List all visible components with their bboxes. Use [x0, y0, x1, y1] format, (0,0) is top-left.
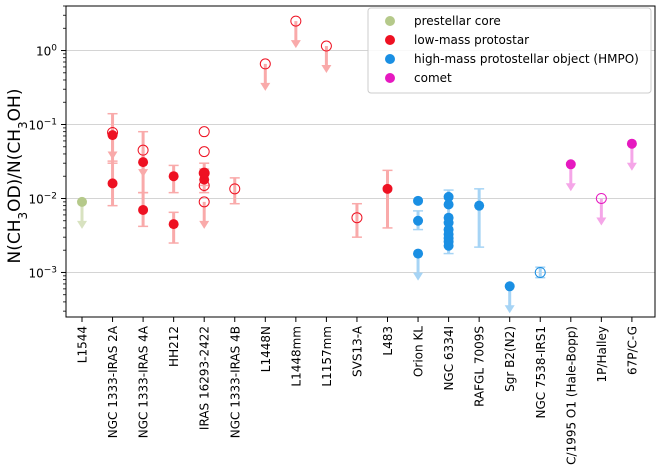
data-point	[77, 196, 87, 207]
x-tick-label: NGC 1333-IRAS 2A	[106, 325, 120, 438]
data-point	[443, 199, 454, 210]
data-point	[382, 183, 393, 194]
legend-label-hmpo: high-mass protostellar object (HMPO)	[414, 52, 639, 66]
data-point-open	[259, 58, 271, 70]
x-tick-label: NGC 6334I	[442, 326, 456, 391]
data-point	[107, 130, 118, 141]
upper-limit-head	[596, 217, 607, 226]
x-tick-label: Sgr B2(N2)	[503, 326, 517, 392]
upper-limit-head	[321, 65, 332, 74]
upper-limit-head	[107, 151, 118, 160]
data-point	[443, 240, 454, 251]
data-point-open	[534, 266, 546, 278]
upper-limit-head	[504, 305, 515, 314]
legend-box	[367, 7, 652, 94]
upper-limit-head	[626, 162, 637, 171]
data-point-open	[351, 212, 363, 224]
x-tick-label: C/1995 O1 (Hale-Bopp)	[564, 326, 578, 465]
x-tick-label: 1P/Halley	[595, 326, 609, 382]
data-point	[138, 157, 149, 168]
data-point	[413, 215, 424, 226]
x-ticks: L1544 NGC 1333-IRAS 2A NGC 1333-IRAS 4A HH2…	[76, 317, 639, 465]
x-tick-label: NGC 1333-IRAS 4A	[137, 325, 151, 438]
y-tick-label: 10−2	[28, 191, 57, 206]
data-point	[565, 159, 576, 170]
data-point	[413, 195, 424, 206]
upper-limit-head	[199, 220, 210, 229]
legend-label-prestellar: prestellar core	[414, 14, 501, 28]
y-ticks: 10−3 10−2 10−1 100	[28, 5, 66, 312]
data-point-open	[198, 146, 210, 158]
data-point-open	[137, 144, 149, 156]
data-markers	[77, 15, 637, 292]
data-point-open	[198, 126, 210, 138]
x-tick-label: HH212	[167, 326, 181, 367]
data-point	[474, 200, 485, 211]
data-point	[107, 178, 118, 189]
legend-label-lowmass: low-mass protostar	[414, 33, 529, 47]
upper-limit-head	[260, 82, 271, 91]
legend-marker-lowmass	[385, 35, 395, 45]
legend-label-comet: comet	[414, 71, 452, 85]
y-tick-label: 10−3	[28, 265, 57, 280]
y-tick-label: 100	[36, 44, 57, 59]
x-tick-label: L1544	[76, 326, 90, 363]
legend-marker-prestellar	[385, 16, 395, 26]
upper-limit-head	[413, 272, 424, 281]
x-tick-label: L1448mm	[289, 326, 303, 387]
upper-limit-head	[138, 169, 149, 178]
x-tick-label: SVS13-A	[350, 325, 364, 377]
data-point-open	[290, 15, 302, 27]
x-tick-label: 67P/C-G	[625, 326, 639, 375]
data-point	[138, 204, 149, 215]
x-tick-label: Orion KL	[412, 326, 426, 377]
upper-limit-head	[565, 183, 576, 192]
data-point	[504, 281, 515, 292]
y-tick-label: 10−1	[28, 118, 57, 133]
upper-limit-head	[77, 220, 87, 229]
data-point-open	[229, 183, 241, 195]
x-tick-label: L483	[381, 326, 395, 356]
y-axis-label: N(CH3OD)/N(CH3OH)	[5, 89, 30, 264]
data-point-open	[107, 126, 119, 138]
data-point-open	[595, 192, 607, 204]
upper-limit-head	[290, 40, 301, 49]
data-point-open	[198, 167, 210, 179]
data-point	[443, 191, 454, 202]
x-tick-label: L1448N	[259, 326, 273, 372]
legend-marker-comet	[385, 73, 395, 83]
data-point	[413, 248, 424, 259]
x-tick-label: NGC 7538-IRS1	[534, 326, 548, 418]
data-point-open	[198, 196, 210, 208]
x-tick-label: RAFGL 7009S	[473, 326, 487, 407]
upper-limit-arrows	[77, 21, 637, 314]
legend-marker-hmpo	[385, 54, 395, 64]
x-tick-label: IRAS 16293-2422	[198, 326, 212, 430]
data-point-open	[198, 179, 210, 191]
data-point	[168, 171, 179, 182]
x-tick-label: L1157mm	[320, 326, 334, 387]
x-tick-label: NGC 1333-IRAS 4B	[228, 326, 242, 438]
legend: prestellar core low-mass protostar high-…	[367, 7, 652, 94]
plot-frame	[65, 5, 656, 318]
data-point	[626, 138, 637, 149]
data-point-open	[320, 40, 332, 52]
data-point	[168, 219, 179, 230]
error-bars	[107, 112, 546, 279]
